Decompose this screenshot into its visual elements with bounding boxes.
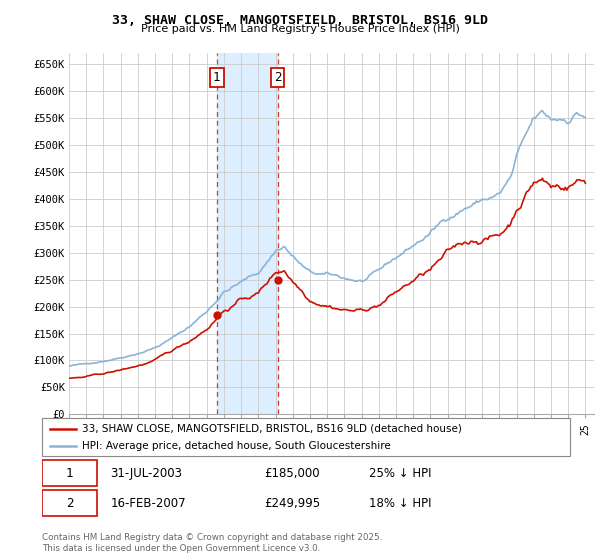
- FancyBboxPatch shape: [42, 491, 97, 516]
- FancyBboxPatch shape: [42, 418, 570, 456]
- Text: Contains HM Land Registry data © Crown copyright and database right 2025.
This d: Contains HM Land Registry data © Crown c…: [42, 533, 382, 553]
- Text: 1: 1: [213, 71, 220, 84]
- Text: £249,995: £249,995: [264, 497, 320, 510]
- Text: 2: 2: [66, 497, 73, 510]
- Text: 25% ↓ HPI: 25% ↓ HPI: [370, 466, 432, 479]
- Text: 2: 2: [274, 71, 281, 84]
- Bar: [217, 53, 278, 414]
- Text: 33, SHAW CLOSE, MANGOTSFIELD, BRISTOL, BS16 9LD: 33, SHAW CLOSE, MANGOTSFIELD, BRISTOL, B…: [112, 14, 488, 27]
- Text: 1: 1: [66, 466, 73, 479]
- Text: 16-FEB-2007: 16-FEB-2007: [110, 497, 186, 510]
- Text: 33, SHAW CLOSE, MANGOTSFIELD, BRISTOL, BS16 9LD (detached house): 33, SHAW CLOSE, MANGOTSFIELD, BRISTOL, B…: [82, 423, 461, 433]
- Text: 31-JUL-2003: 31-JUL-2003: [110, 466, 182, 479]
- FancyBboxPatch shape: [42, 460, 97, 486]
- Text: HPI: Average price, detached house, South Gloucestershire: HPI: Average price, detached house, Sout…: [82, 441, 391, 451]
- Text: 18% ↓ HPI: 18% ↓ HPI: [370, 497, 432, 510]
- Text: Price paid vs. HM Land Registry's House Price Index (HPI): Price paid vs. HM Land Registry's House …: [140, 24, 460, 34]
- Text: £185,000: £185,000: [264, 466, 319, 479]
